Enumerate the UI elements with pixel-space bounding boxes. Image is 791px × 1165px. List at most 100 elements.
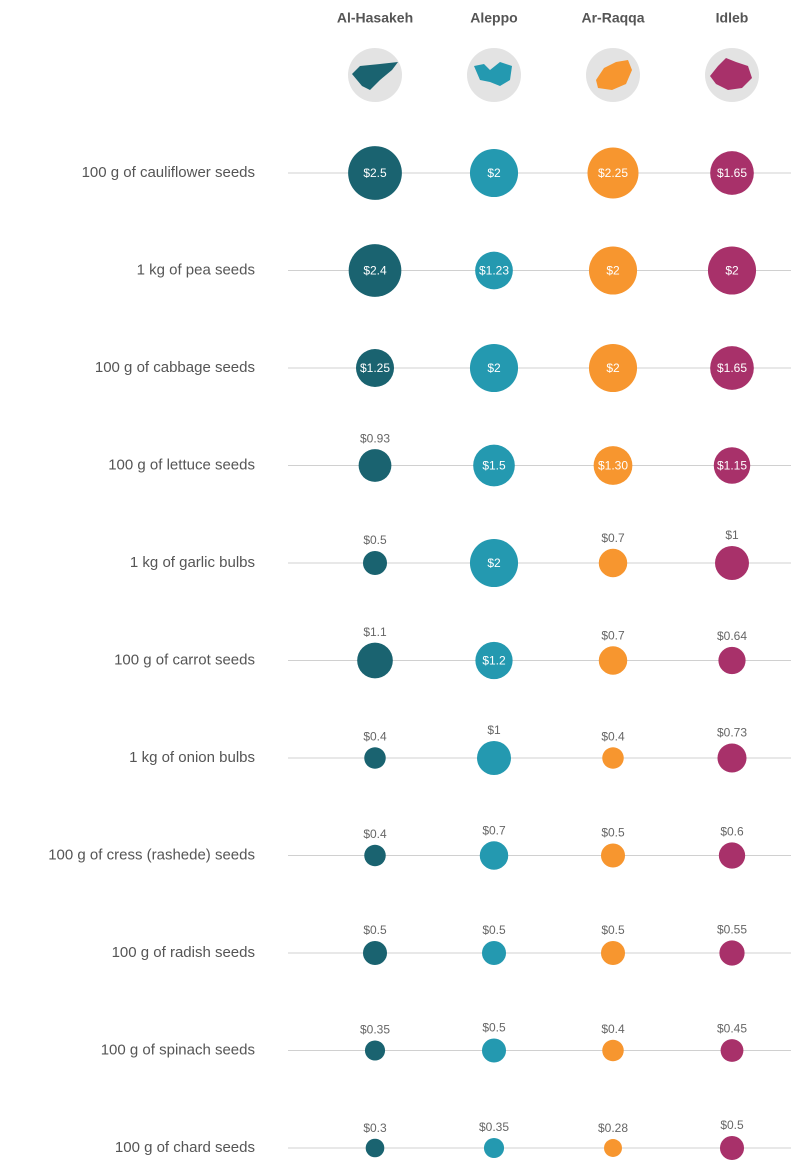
- value-label: $0.4: [363, 729, 387, 743]
- value-label: $2: [606, 264, 620, 278]
- bubble: [469, 148, 519, 198]
- bubble: [718, 842, 746, 869]
- icons: [348, 48, 759, 102]
- value-label: $0.3: [363, 1121, 387, 1135]
- bubble: [719, 1135, 745, 1161]
- bubble: [713, 447, 751, 484]
- value-label: $0.93: [360, 431, 390, 445]
- bubble: [362, 550, 388, 576]
- map-icon: [352, 62, 398, 90]
- row-label: 1 kg of garlic bulbs: [130, 554, 255, 571]
- value-label: $0.5: [720, 1118, 744, 1132]
- bubble: [715, 546, 749, 580]
- value-label: $0.55: [717, 923, 747, 937]
- row-label: 1 kg of onion bulbs: [129, 749, 255, 766]
- legend-header: Ar-Raqqa: [581, 10, 644, 26]
- bubble: [355, 348, 395, 388]
- bubble: [587, 147, 639, 199]
- value-label: $0.35: [360, 1023, 390, 1037]
- value-label: $1.65: [717, 361, 747, 375]
- value-label: $2.25: [598, 166, 628, 180]
- value-label: $0.5: [363, 923, 387, 937]
- value-label: $2: [606, 361, 620, 375]
- value-label: $0.7: [601, 628, 625, 642]
- value-label: $1.25: [360, 361, 390, 375]
- value-label: $1.65: [717, 166, 747, 180]
- value-label: $1.30: [598, 459, 628, 473]
- value-label: $0.6: [720, 825, 744, 839]
- bubble: [598, 548, 628, 578]
- bubble: [475, 641, 513, 680]
- map-icon: [474, 62, 512, 86]
- bubble: [477, 741, 511, 775]
- bubble: [598, 646, 628, 675]
- value-label: $0.7: [482, 823, 506, 837]
- value-label: $1.5: [482, 459, 506, 473]
- value-label: $0.4: [601, 729, 625, 743]
- bubble: [481, 1038, 507, 1063]
- value-label: $2: [487, 556, 501, 570]
- value-label: $1.15: [717, 459, 747, 473]
- row-label: 100 g of chard seeds: [115, 1139, 255, 1156]
- bubble: [364, 1040, 386, 1061]
- bubble: [483, 1137, 505, 1159]
- bubble: [588, 246, 638, 295]
- bubble: [604, 1139, 622, 1157]
- bubble: [600, 940, 626, 966]
- bubble: [602, 1039, 624, 1062]
- bubble: [710, 151, 754, 195]
- value-label: $0.5: [482, 1021, 506, 1035]
- row-label: 100 g of lettuce seeds: [108, 456, 255, 473]
- bubble: [600, 843, 626, 868]
- bubble: [365, 1138, 385, 1158]
- bubble: [720, 1039, 744, 1062]
- row-label: 1 kg of pea seeds: [137, 261, 255, 278]
- bubble: [469, 343, 519, 393]
- value-label: $1: [725, 528, 739, 542]
- value-label: $0.64: [717, 629, 747, 643]
- bubble: [718, 646, 746, 675]
- bubble: [719, 940, 745, 966]
- row-label: 100 g of cress (rashede) seeds: [48, 846, 255, 863]
- bubble: [717, 743, 747, 773]
- bubble: [710, 346, 754, 390]
- value-label: $0.73: [717, 726, 747, 740]
- map-icon: [596, 60, 632, 90]
- bubble: [362, 940, 388, 966]
- bubble: [357, 642, 393, 679]
- value-label: $0.5: [363, 533, 387, 547]
- value-label: $1.2: [482, 654, 506, 668]
- map-icon: [710, 58, 752, 90]
- bubble: [707, 246, 757, 295]
- bubble: [481, 940, 507, 966]
- value-label: $0.5: [482, 923, 506, 937]
- value-label: $2.5: [363, 166, 387, 180]
- value-label: $2: [725, 264, 739, 278]
- value-label: $0.5: [601, 826, 625, 840]
- bubble: [602, 747, 624, 769]
- row-label: 100 g of spinach seeds: [101, 1041, 255, 1058]
- value-label: $1.1: [363, 625, 387, 639]
- bubble: [588, 343, 638, 393]
- bubble: [348, 244, 402, 297]
- bubble: [358, 449, 392, 482]
- value-label: $2.4: [363, 264, 387, 278]
- value-label: $0.4: [363, 827, 387, 841]
- bubble: [348, 146, 402, 200]
- value-label: $0.5: [601, 923, 625, 937]
- row-label: 100 g of carrot seeds: [114, 651, 255, 668]
- row-label: 100 g of cauliflower seeds: [82, 164, 255, 181]
- value-label: $0.28: [598, 1121, 628, 1135]
- legend-header: Al-Hasakeh: [337, 10, 413, 26]
- value-label: $2: [487, 166, 501, 180]
- value-label: $1.23: [479, 264, 509, 278]
- bubble: [473, 444, 515, 487]
- bubble: [469, 538, 519, 588]
- bubble: [364, 844, 386, 867]
- bubble: [475, 251, 513, 290]
- bubble: [593, 446, 633, 485]
- value-label: $0.7: [601, 531, 625, 545]
- value-label: $0.4: [601, 1022, 625, 1036]
- value-label: $2: [487, 361, 501, 375]
